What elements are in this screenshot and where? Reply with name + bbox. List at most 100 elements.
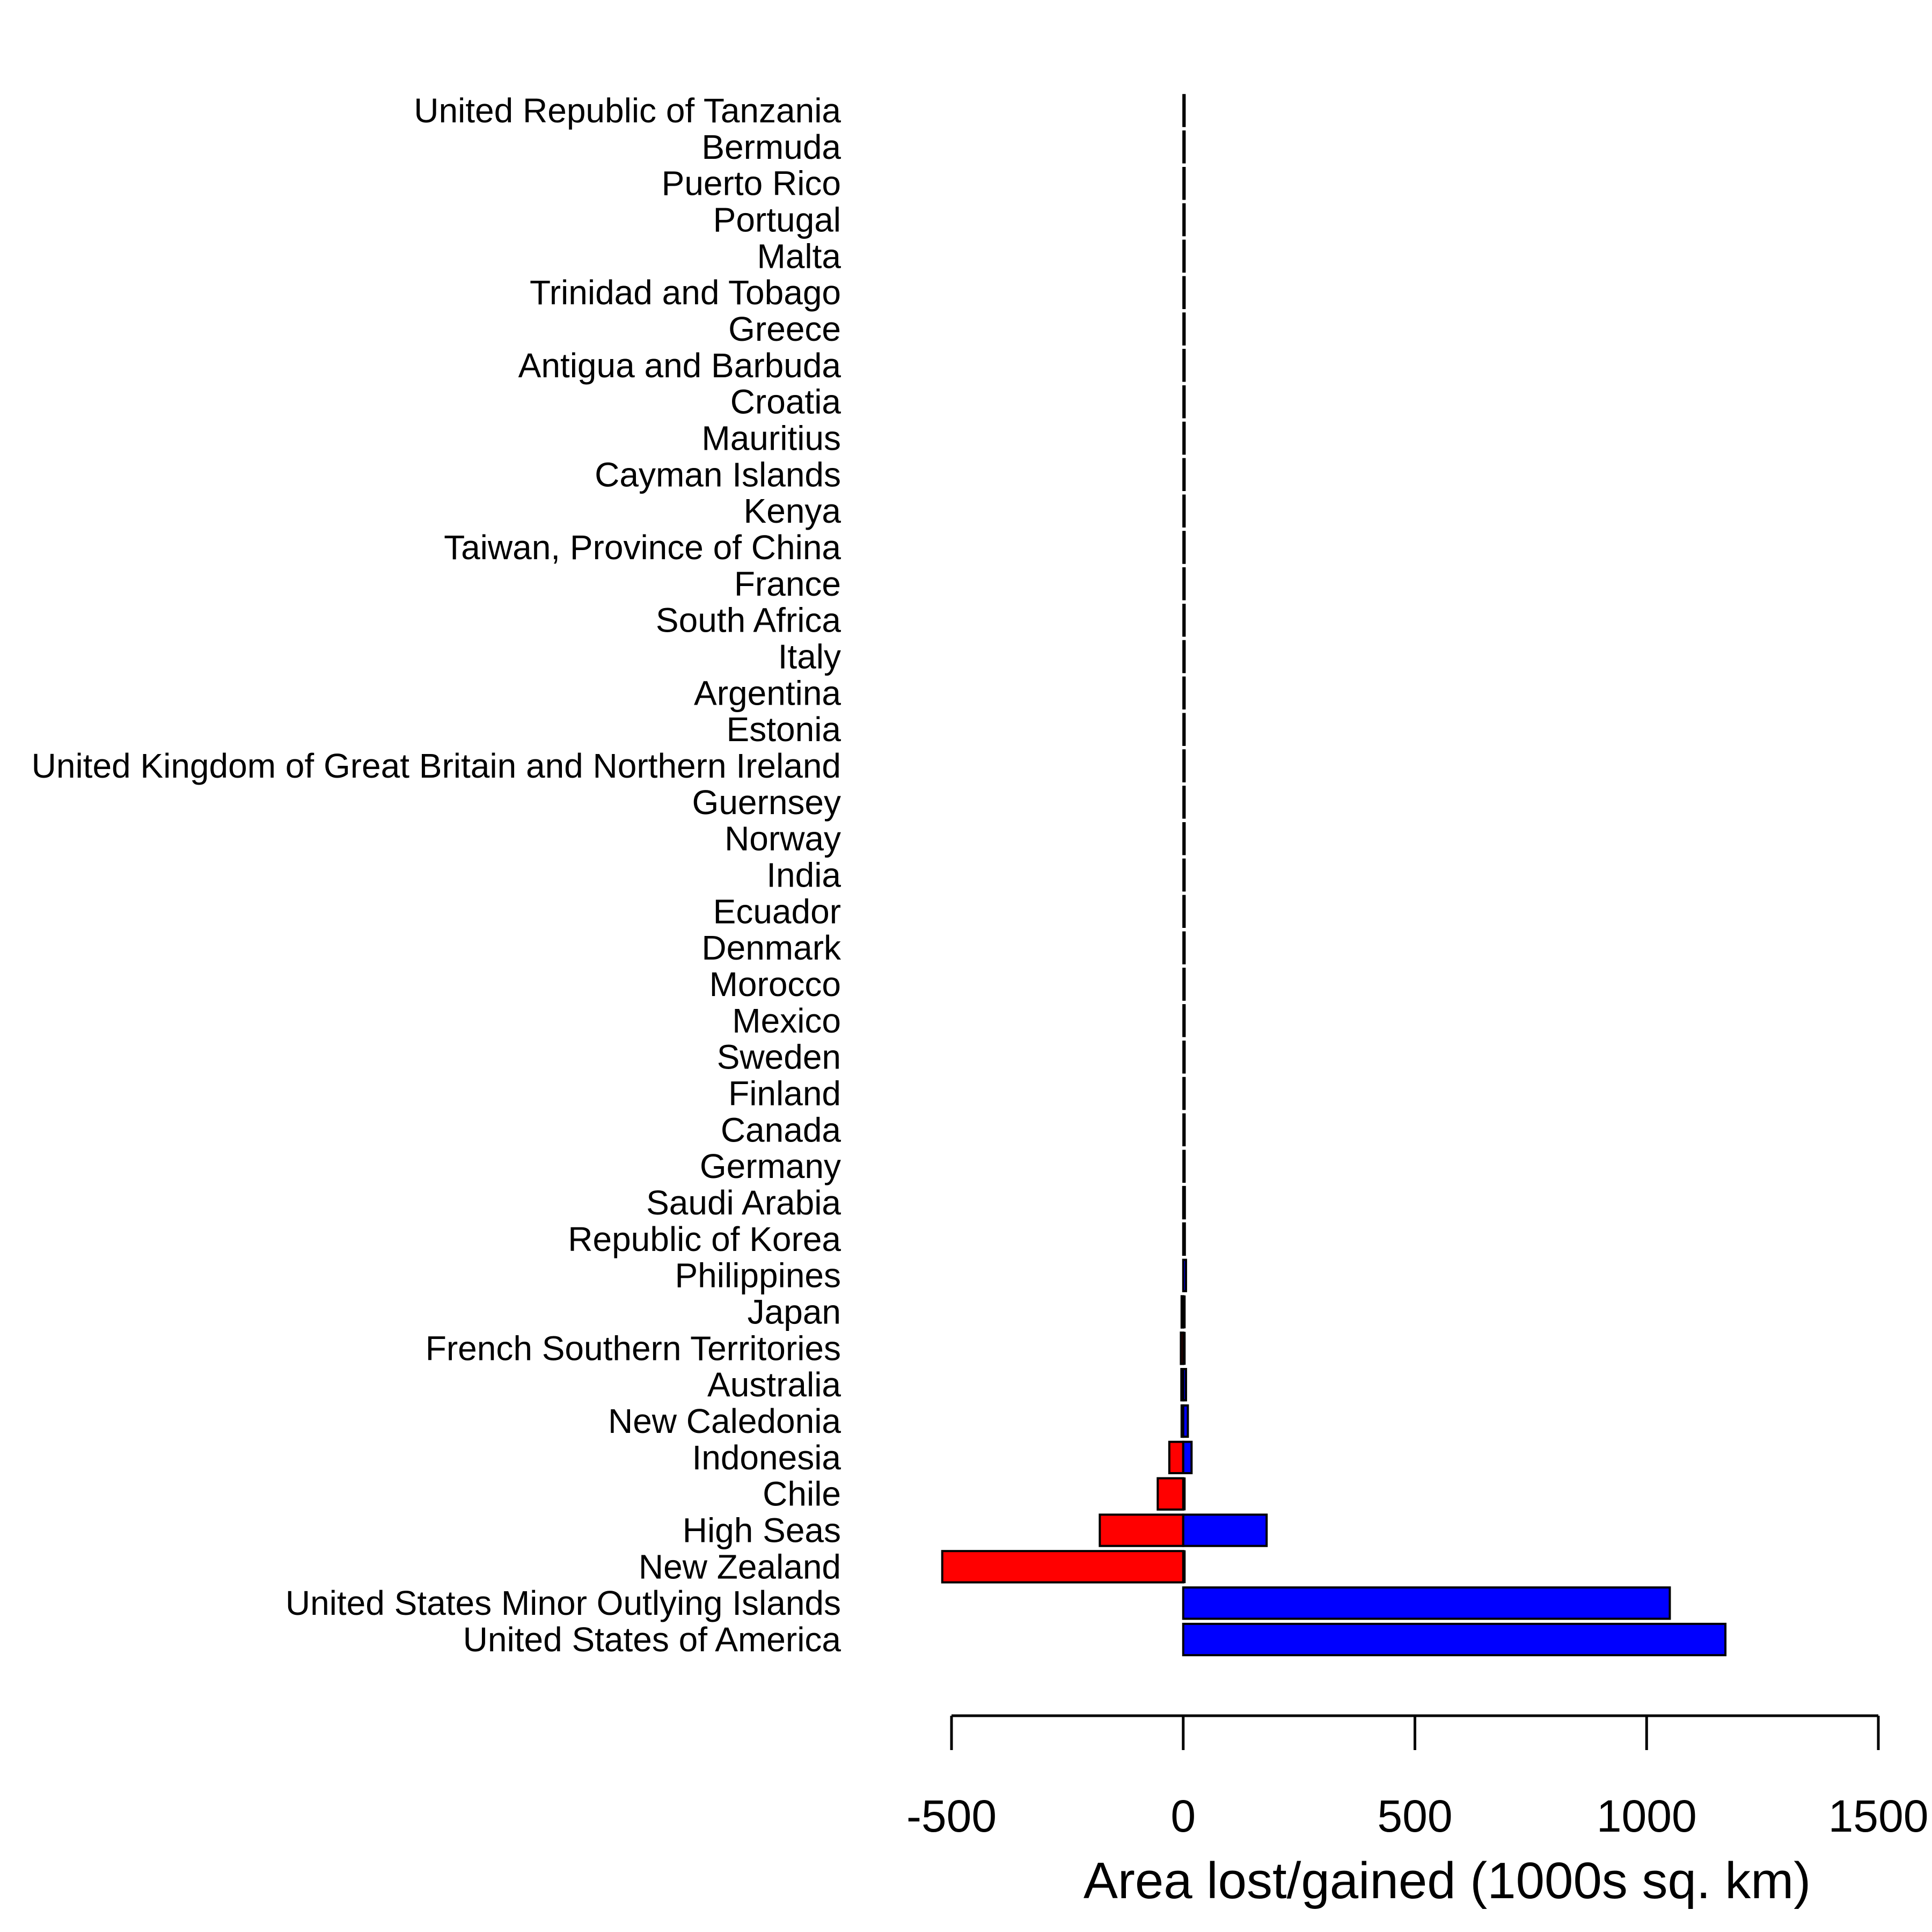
category-label: United Kingdom of Great Britain and Nort… bbox=[32, 747, 841, 785]
category-labels: United Republic of TanzaniaBermudaPuerto… bbox=[32, 91, 841, 1659]
bar-gained bbox=[1182, 1586, 1671, 1620]
bar-gained bbox=[1182, 1367, 1187, 1402]
bar-gained bbox=[1182, 312, 1186, 346]
bar-gained bbox=[1182, 640, 1186, 674]
bar-gained bbox=[1182, 1295, 1186, 1329]
bar-gained bbox=[1182, 385, 1186, 419]
category-label: French Southern Territories bbox=[426, 1329, 841, 1367]
bar-gained bbox=[1182, 166, 1186, 200]
category-label: Malta bbox=[757, 237, 841, 275]
bar-gained bbox=[1182, 1622, 1727, 1657]
bar-gained bbox=[1182, 567, 1186, 601]
category-label: France bbox=[734, 565, 841, 603]
bar-gained bbox=[1182, 968, 1186, 1001]
bar-gained bbox=[1182, 931, 1186, 964]
category-label: United Republic of Tanzania bbox=[414, 91, 841, 130]
category-label: Chile bbox=[763, 1475, 841, 1513]
bar-gained bbox=[1182, 531, 1186, 564]
category-label: Ecuador bbox=[713, 892, 841, 931]
category-label: Taiwan, Province of China bbox=[444, 528, 841, 567]
bar-gained bbox=[1182, 494, 1186, 528]
bar-gained bbox=[1182, 130, 1186, 164]
category-label: Trinidad and Tobago bbox=[530, 273, 841, 312]
x-tick-label: 500 bbox=[1377, 1791, 1452, 1841]
bars-group bbox=[941, 94, 1727, 1657]
bar-gained bbox=[1182, 1404, 1189, 1438]
bar-gained bbox=[1182, 1077, 1186, 1110]
category-label: Japan bbox=[748, 1293, 841, 1331]
bar-gained bbox=[1182, 1513, 1268, 1547]
category-label: New Caledonia bbox=[608, 1402, 841, 1440]
category-label: Indonesia bbox=[692, 1438, 841, 1477]
category-label: Denmark bbox=[701, 928, 841, 967]
category-label: Cayman Islands bbox=[595, 455, 841, 494]
category-label: Estonia bbox=[727, 710, 841, 749]
bar-gained bbox=[1182, 1550, 1186, 1584]
bar-gained bbox=[1182, 94, 1186, 127]
bar-gained bbox=[1182, 858, 1186, 892]
x-tick-label: 1000 bbox=[1597, 1791, 1697, 1841]
bar-gained bbox=[1182, 421, 1186, 455]
bar-gained bbox=[1182, 822, 1186, 855]
bar-gained bbox=[1182, 786, 1186, 819]
category-label: High Seas bbox=[683, 1511, 841, 1550]
category-label: Antigua and Barbuda bbox=[518, 346, 841, 385]
bar-gained bbox=[1182, 1477, 1186, 1511]
category-label: Kenya bbox=[744, 492, 841, 530]
category-label: Sweden bbox=[717, 1038, 841, 1077]
bar-gained bbox=[1182, 1040, 1186, 1074]
category-label: Argentina bbox=[694, 674, 841, 712]
category-label: South Africa bbox=[656, 601, 841, 640]
category-label: Morocco bbox=[709, 965, 841, 1004]
bar-gained bbox=[1182, 713, 1186, 746]
bar-gained bbox=[1182, 1150, 1186, 1183]
x-tick-label: 1500 bbox=[1828, 1791, 1929, 1841]
category-label: Italy bbox=[778, 638, 841, 676]
bar-gained bbox=[1182, 1331, 1186, 1365]
category-label: Saudi Arabia bbox=[646, 1183, 841, 1222]
category-label: Mexico bbox=[732, 1001, 841, 1040]
bar-lost bbox=[1168, 1440, 1184, 1475]
category-label: Germany bbox=[700, 1147, 841, 1185]
category-label: United States Minor Outlying Islands bbox=[286, 1584, 841, 1622]
category-label: Republic of Korea bbox=[568, 1220, 841, 1258]
bar-gained bbox=[1182, 1004, 1186, 1037]
category-label: Philippines bbox=[675, 1256, 841, 1295]
bar-lost bbox=[1099, 1513, 1184, 1547]
bar-gained bbox=[1182, 676, 1186, 710]
bar-gained bbox=[1182, 239, 1186, 273]
x-axis: -500 0 500 1000 1500 bbox=[906, 1714, 1929, 1841]
x-tick-label: -500 bbox=[906, 1791, 997, 1841]
bar-gained bbox=[1182, 1440, 1193, 1475]
category-label: Greece bbox=[728, 310, 841, 348]
bar-gained bbox=[1182, 1222, 1186, 1256]
bar-gained bbox=[1182, 749, 1186, 782]
bar-gained bbox=[1182, 1185, 1186, 1220]
category-label: United States of America bbox=[463, 1620, 841, 1659]
bar-gained bbox=[1182, 458, 1186, 492]
category-label: Guernsey bbox=[692, 783, 841, 822]
category-label: Norway bbox=[724, 819, 841, 858]
category-label: Australia bbox=[707, 1365, 841, 1404]
bar-lost bbox=[1157, 1477, 1184, 1511]
bar-gained bbox=[1182, 1258, 1187, 1292]
category-label: Croatia bbox=[730, 383, 841, 421]
category-label: New Zealand bbox=[639, 1547, 841, 1586]
bar-gained bbox=[1182, 895, 1186, 928]
category-label: Finland bbox=[728, 1074, 841, 1113]
x-tick-label: 0 bbox=[1170, 1791, 1196, 1841]
bar-gained bbox=[1182, 276, 1186, 309]
bar-gained bbox=[1182, 603, 1186, 637]
category-label: Portugal bbox=[713, 201, 841, 239]
category-label: Mauritius bbox=[701, 419, 841, 458]
bar-lost bbox=[941, 1550, 1184, 1584]
x-ticks: -500 0 500 1000 1500 bbox=[906, 1716, 1929, 1841]
x-axis-title: Area lost/gained (1000s sq. km) bbox=[1084, 1852, 1811, 1909]
category-label: Bermuda bbox=[701, 128, 841, 166]
category-label: Canada bbox=[721, 1110, 841, 1149]
bar-gained bbox=[1182, 1113, 1186, 1147]
bar-gained bbox=[1182, 203, 1186, 237]
category-label: India bbox=[766, 856, 841, 895]
